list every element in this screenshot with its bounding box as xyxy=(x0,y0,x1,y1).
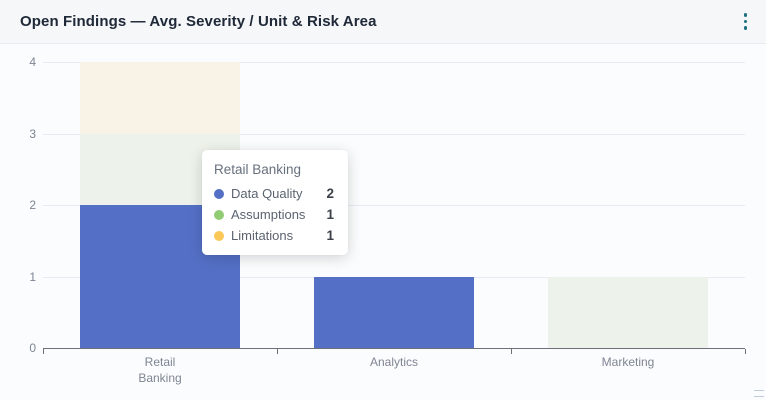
bar-segment-analytics-data-quality[interactable] xyxy=(314,276,474,348)
x-axis-tick xyxy=(43,349,44,354)
gridline xyxy=(43,133,745,135)
x-axis-tick xyxy=(277,349,278,354)
x-axis-category-label: Retail Banking xyxy=(138,355,182,385)
tooltip-series-label: Data Quality xyxy=(231,186,303,201)
chart-area: 4 3 2 1 0 Retail Banking Data Quality 2 Assump… xyxy=(0,44,766,400)
gridline xyxy=(43,62,745,63)
tooltip-series-value: 1 xyxy=(326,207,334,222)
y-axis-tick-label: 0 xyxy=(29,341,36,355)
series-color-dot-icon xyxy=(214,209,224,220)
tooltip-series-value: 2 xyxy=(326,186,334,201)
tooltip-title: Retail Banking xyxy=(214,162,302,177)
gridline xyxy=(43,205,745,206)
kebab-dot xyxy=(743,26,747,30)
y-axis-tick-label: 3 xyxy=(29,126,36,141)
series-color-dot-icon xyxy=(214,188,224,199)
series-color-dot-icon xyxy=(214,230,224,241)
bar-segment-retail-banking-limitations[interactable] xyxy=(80,62,240,134)
chart-tooltip: Retail Banking Data Quality 2 Assumptions 1… xyxy=(202,150,348,255)
tooltip-series-value: 1 xyxy=(326,228,334,243)
tooltip-row: Assumptions 1 xyxy=(214,207,334,222)
x-axis-tick xyxy=(511,349,512,354)
tooltip-series-label: Limitations xyxy=(231,228,294,243)
x-axis-line xyxy=(43,348,745,349)
kebab-dot xyxy=(743,19,747,24)
y-axis-tick-label: 1 xyxy=(29,269,36,284)
y-axis-tick-label: 4 xyxy=(29,55,36,69)
kebab-menu-icon[interactable] xyxy=(739,9,753,34)
kebab-dot xyxy=(743,13,747,17)
y-axis-tick-label: 2 xyxy=(29,198,36,212)
tooltip-row: Limitations 1 xyxy=(214,228,334,243)
x-axis-category-label: Marketing xyxy=(601,355,655,369)
tooltip-series-label: Assumptions xyxy=(231,207,306,222)
bar-segment-marketing-assumptions[interactable] xyxy=(548,276,708,348)
resize-grip-icon[interactable] xyxy=(754,390,764,397)
x-axis-category-label: Analytics xyxy=(369,355,419,369)
tooltip-row: Data Quality 2 xyxy=(214,186,334,201)
page-title: Open Findings — Avg. Severity / Unit & R… xyxy=(20,13,377,30)
x-axis-tick xyxy=(745,349,746,354)
card-header: Open Findings — Avg. Severity / Unit & R… xyxy=(0,0,766,44)
